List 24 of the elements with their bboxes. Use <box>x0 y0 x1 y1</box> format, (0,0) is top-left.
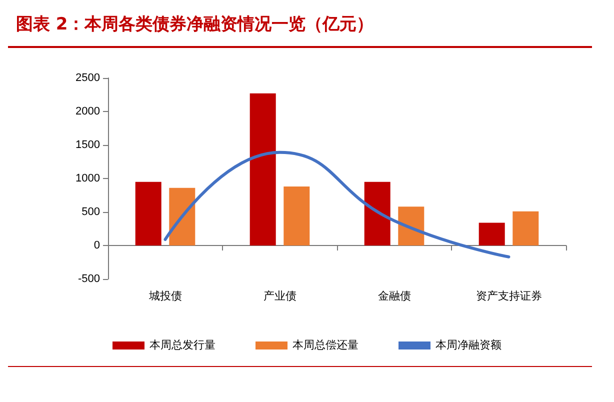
bar <box>478 222 505 246</box>
legend-label: 本周净融资额 <box>436 338 502 352</box>
x-tick-label: 资产支持证券 <box>476 290 542 302</box>
bar <box>398 206 424 246</box>
bar <box>250 93 276 246</box>
bar <box>135 182 162 246</box>
chart-title: 图表 2：本周各类债券净融资情况一览（亿元） <box>16 14 374 34</box>
x-tick-label: 金融债 <box>378 290 411 302</box>
legend-label: 本周总偿还量 <box>292 338 358 352</box>
y-tick-label: 0 <box>94 240 100 252</box>
y-tick-label: 500 <box>82 206 100 218</box>
x-tick-label: 城投债 <box>148 290 182 302</box>
y-tick-label: 1500 <box>76 139 100 151</box>
bar <box>169 188 196 246</box>
bar <box>284 186 310 246</box>
legend-label: 本周总发行量 <box>150 338 216 352</box>
y-tick-label: -500 <box>78 273 100 285</box>
x-tick-label: 产业债 <box>263 290 296 302</box>
bar <box>364 182 390 246</box>
y-tick-label: 1000 <box>76 172 100 184</box>
line-series <box>164 150 510 258</box>
y-tick-label: 2000 <box>76 106 100 118</box>
y-tick-label: 2500 <box>76 72 100 84</box>
bar <box>512 211 539 246</box>
